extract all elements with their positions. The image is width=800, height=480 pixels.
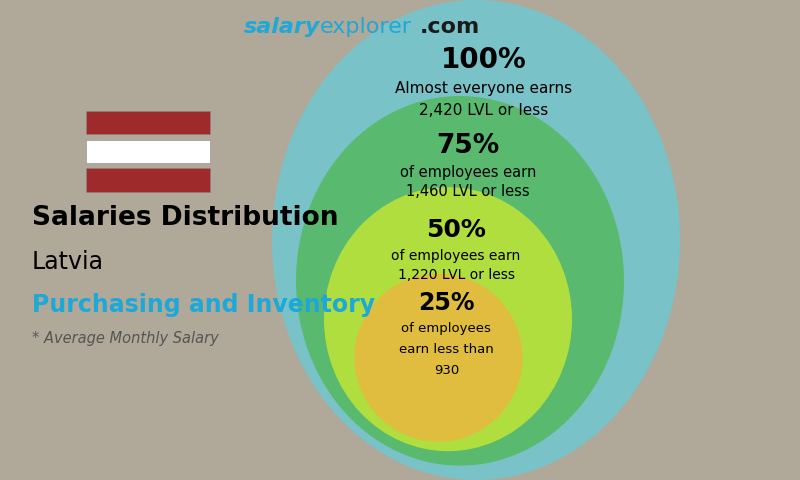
Text: * Average Monthly Salary: * Average Monthly Salary bbox=[32, 331, 218, 346]
Text: of employees: of employees bbox=[402, 322, 491, 336]
FancyBboxPatch shape bbox=[86, 111, 210, 134]
Text: Latvia: Latvia bbox=[32, 250, 104, 274]
Text: .com: .com bbox=[420, 17, 480, 37]
Text: earn less than: earn less than bbox=[399, 343, 494, 356]
Text: 2,420 LVL or less: 2,420 LVL or less bbox=[419, 103, 549, 118]
Text: Almost everyone earns: Almost everyone earns bbox=[395, 81, 573, 96]
Text: 930: 930 bbox=[434, 364, 459, 377]
Text: salary: salary bbox=[244, 17, 320, 37]
Ellipse shape bbox=[296, 96, 624, 466]
Text: Purchasing and Inventory: Purchasing and Inventory bbox=[32, 293, 375, 317]
Text: 1,460 LVL or less: 1,460 LVL or less bbox=[406, 184, 530, 200]
Text: 25%: 25% bbox=[418, 291, 474, 315]
Ellipse shape bbox=[354, 274, 522, 442]
Ellipse shape bbox=[324, 187, 572, 451]
Text: 1,220 LVL or less: 1,220 LVL or less bbox=[398, 267, 514, 282]
Ellipse shape bbox=[272, 0, 680, 480]
Text: 75%: 75% bbox=[436, 133, 500, 159]
Text: of employees earn: of employees earn bbox=[400, 165, 536, 180]
Text: 50%: 50% bbox=[426, 218, 486, 242]
FancyBboxPatch shape bbox=[86, 140, 210, 163]
Text: explorer: explorer bbox=[320, 17, 412, 37]
Text: 100%: 100% bbox=[441, 46, 527, 74]
FancyBboxPatch shape bbox=[86, 168, 210, 192]
Text: of employees earn: of employees earn bbox=[391, 249, 521, 263]
Text: Salaries Distribution: Salaries Distribution bbox=[32, 205, 338, 231]
